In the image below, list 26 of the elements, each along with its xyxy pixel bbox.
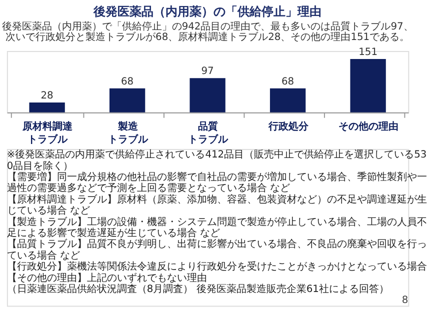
bar xyxy=(109,88,146,112)
bar xyxy=(29,102,65,112)
x-tick-label: 原材料調達トラブル xyxy=(22,120,74,146)
x-tick-label: 行政処分 xyxy=(267,120,310,133)
bar xyxy=(190,78,226,112)
data-label: 68 xyxy=(121,76,134,88)
text: 【行政処分】薬機法等関係法令違反により行政処分を受けたことがきっかけとなっている場合 xyxy=(6,260,427,273)
data-label: 97 xyxy=(201,66,214,78)
bar xyxy=(350,58,386,112)
data-label: 151 xyxy=(358,47,378,58)
chart-subtitle: 後発医薬品（内用薬）で「供給停止」の942品目の理由で、最も多いのは品質トラブル97、次いで行政処分と製造トラブルが68、原材料調達トラブル28、その他の理由151である。 xyxy=(2,20,414,44)
x-tick-label: 品質トラブル xyxy=(188,120,230,146)
text: 8 xyxy=(402,295,408,306)
data-label: 68 xyxy=(282,76,294,88)
chart-title: 後発医薬品（内用薬）の「供給停止」理由 xyxy=(92,4,322,18)
text: 【品質トラブル】品質不良が判明し、出荷に影響が出ている場合、不良品の廃棄や回収を行っている場合 など xyxy=(6,238,427,262)
x-tick-label: 製造トラブル xyxy=(108,120,149,146)
text: 【その他の理由】上記のいずれでもない理由 xyxy=(6,272,207,284)
x-tick-label: その他の理由 xyxy=(338,120,399,133)
text: （日薬連医薬品供給状況調査（8月調査） 後発医薬品製造販売企業61社による回答） xyxy=(6,282,389,295)
bar xyxy=(270,88,306,112)
text: 【製造トラブル】工場の設備・機器・システム問題で製造が停止している場合、工場の人員不足による影響で製造遅延が生じている場合 など xyxy=(6,216,427,239)
data-label: 28 xyxy=(40,90,54,102)
text: 【需要増】同一成分規格の他社品の影響で自社品の需要が増加している場合、季節性製剤や一過性の需要過多などで予測を上回る需要となっている場合 など xyxy=(6,171,427,194)
text: ※後発医薬品の内用薬で供給停止されている412品目（販売中止で供給停止を選択している530品目を除く） xyxy=(6,148,427,172)
text: 【原材料調達トラブル】原材料（原薬、添加物、容器、包装資材など）の不足や調達遅延が生じている場合 など xyxy=(6,193,427,217)
